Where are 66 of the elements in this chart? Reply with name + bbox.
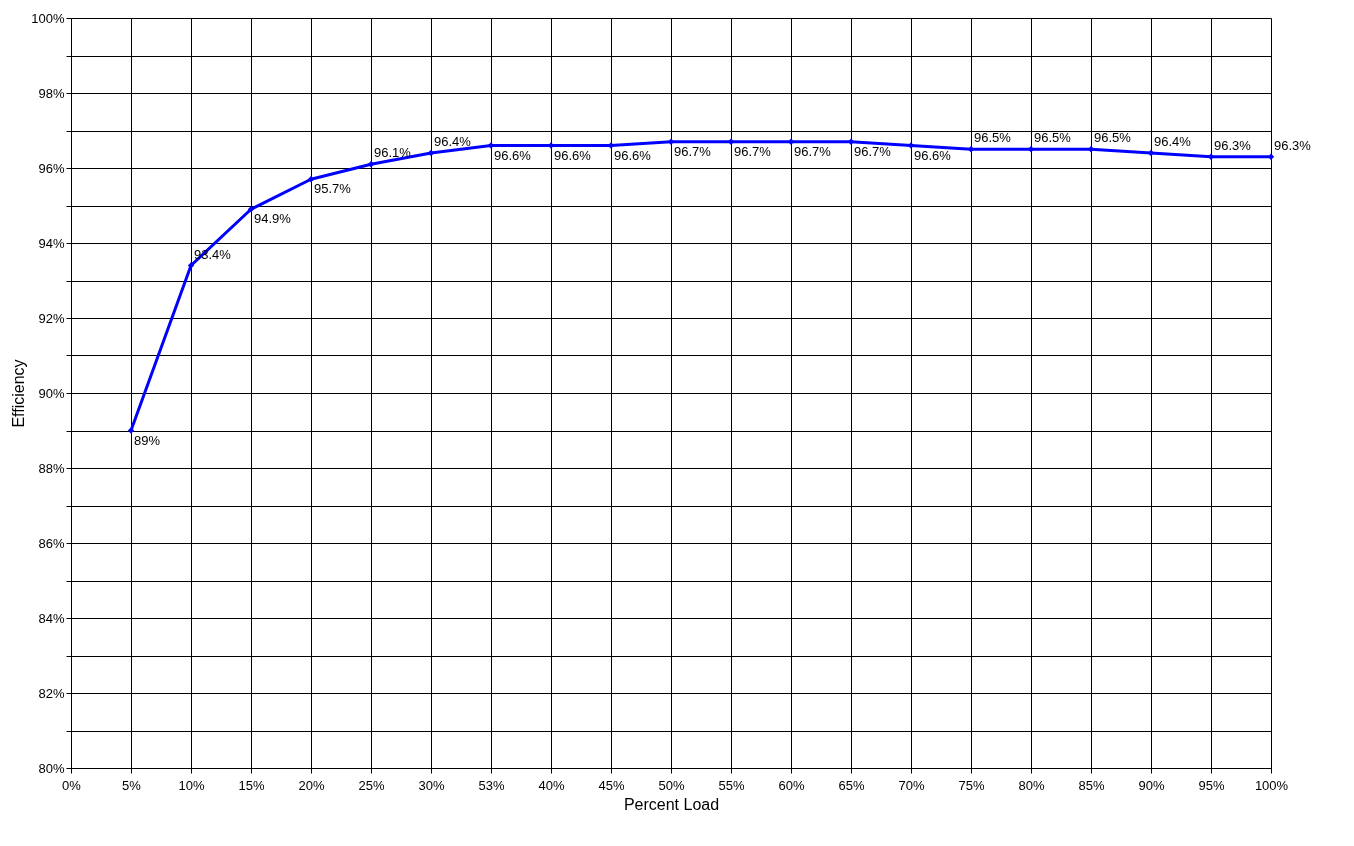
x-tick-label: 45% bbox=[598, 777, 625, 793]
point bbox=[247, 206, 255, 213]
y-tick-label: 86% bbox=[38, 535, 65, 551]
data-label: 95.7% bbox=[314, 181, 352, 197]
x-tick-label: 55% bbox=[718, 777, 745, 793]
x-tick-label: 60% bbox=[778, 777, 805, 793]
x-tick-label: 75% bbox=[958, 777, 985, 793]
data-label: 96.7% bbox=[734, 143, 772, 159]
data-label: 94.9% bbox=[254, 211, 292, 227]
x-tick-label: 80% bbox=[1018, 777, 1045, 793]
y-tick-label: 80% bbox=[38, 760, 65, 776]
x-tick-label: 100% bbox=[1254, 777, 1289, 793]
data-label: 96.6% bbox=[914, 147, 952, 163]
y-tick-label: 82% bbox=[38, 685, 65, 701]
y-tick-label: 94% bbox=[38, 235, 65, 251]
x-tick-label: 85% bbox=[1078, 777, 1105, 793]
x-tick-label: 70% bbox=[898, 777, 925, 793]
data-label: 96.4% bbox=[1154, 134, 1192, 149]
data-label: 96.7% bbox=[674, 143, 712, 159]
y-axis-title: Efficiency bbox=[10, 359, 28, 428]
y-tick-label: 96% bbox=[38, 160, 65, 176]
point bbox=[727, 138, 735, 145]
x-tick-label: 90% bbox=[1138, 777, 1165, 793]
x-tick-label: 15% bbox=[238, 777, 265, 793]
data-label: 96.6% bbox=[614, 147, 652, 163]
data-label: 96.7% bbox=[854, 143, 892, 159]
x-tick-label: 50% bbox=[658, 777, 685, 793]
x-tick-label: 0% bbox=[62, 777, 82, 793]
point bbox=[1027, 146, 1035, 153]
data-label: 96.5% bbox=[1034, 130, 1072, 146]
point bbox=[847, 138, 855, 145]
data-label: 96.7% bbox=[794, 143, 832, 159]
point bbox=[967, 146, 975, 153]
y-tick-label: 90% bbox=[38, 385, 65, 401]
data-label: 96.3% bbox=[1274, 137, 1312, 153]
x-tick-label: 30% bbox=[418, 777, 445, 793]
point bbox=[307, 176, 315, 183]
x-axis-title: Percent Load bbox=[623, 795, 720, 813]
data-label: 96.6% bbox=[494, 147, 532, 163]
data-label: 96.4% bbox=[434, 134, 472, 149]
x-tick-label: 65% bbox=[838, 777, 865, 793]
x-tick-label: 10% bbox=[178, 777, 205, 793]
y-tick-label: 84% bbox=[38, 610, 65, 626]
x-tick-label: 40% bbox=[538, 777, 565, 793]
y-tick-label: 92% bbox=[38, 310, 65, 326]
data-label: 96.1% bbox=[374, 145, 412, 161]
y-tick-label: 98% bbox=[38, 85, 65, 101]
point bbox=[367, 161, 375, 168]
x-tick-label: 5% bbox=[122, 777, 142, 793]
data-label: 89% bbox=[134, 432, 161, 448]
point bbox=[787, 138, 795, 145]
data-label: 96.5% bbox=[974, 130, 1012, 146]
data-label: 96.3% bbox=[1214, 137, 1252, 153]
point bbox=[907, 142, 915, 149]
point bbox=[187, 262, 195, 269]
data-label: 96.6% bbox=[554, 147, 592, 163]
point bbox=[127, 427, 135, 434]
point bbox=[1267, 153, 1275, 160]
y-tick-label: 88% bbox=[38, 460, 65, 476]
x-tick-label: 25% bbox=[358, 777, 385, 793]
point bbox=[667, 138, 675, 145]
x-tick-label: 53% bbox=[478, 777, 505, 793]
data-label: 96.5% bbox=[1094, 130, 1132, 146]
x-tick-label: 20% bbox=[298, 777, 325, 793]
y-tick-label: 100% bbox=[31, 10, 65, 26]
x-tick-label: 95% bbox=[1198, 777, 1225, 793]
